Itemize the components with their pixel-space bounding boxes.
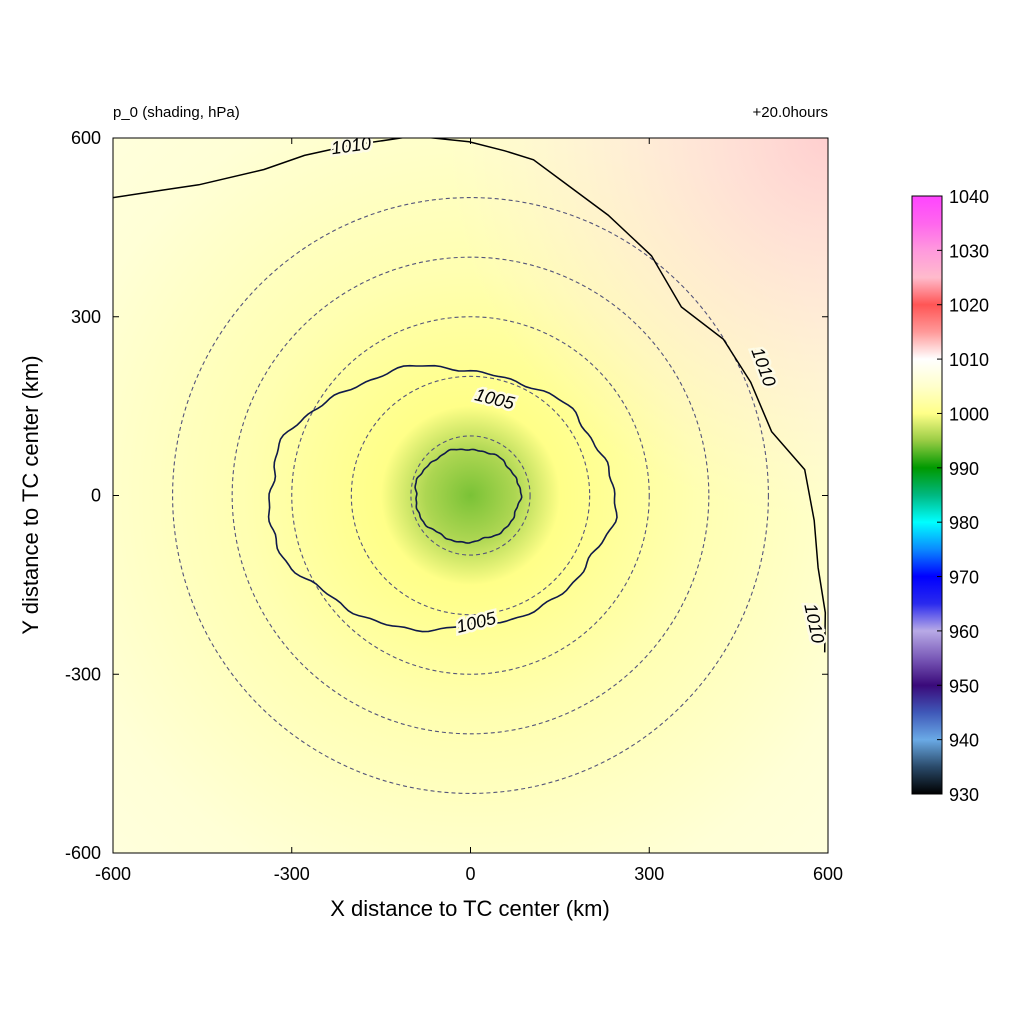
radius-circle-500km (172, 197, 769, 794)
colorbar-tick-label: 970 (949, 568, 979, 588)
radius-circle-200km (350, 375, 591, 616)
colorbar-tick-label: 1010 (949, 350, 989, 370)
colorbar-tick-label: 1020 (949, 296, 989, 316)
title-right: +20.0hours (753, 104, 828, 121)
colorbar-tick-label: 940 (949, 731, 979, 751)
colorbar: 930 940 950 960 970 980 990 1000 1010 1020 1030 104… (911, 187, 989, 805)
colorbar-tick-label: 980 (949, 513, 979, 533)
x-tick-label: -600 (95, 864, 131, 884)
colorbar-tick-label: 960 (949, 622, 979, 642)
x-tick-label: 600 (813, 864, 843, 884)
colorbar-tick-label: 930 (949, 785, 979, 805)
colorbar-scale (911, 195, 943, 795)
radius-circle-300km (291, 316, 650, 675)
radius-circle-400km (231, 256, 710, 735)
y-tick-label: 600 (71, 128, 101, 148)
colorbar-tick-label: 990 (949, 459, 979, 479)
x-axis-label: X distance to TC center (km) (330, 896, 610, 921)
contour-1000 (414, 448, 523, 544)
y-tick-label: -300 (65, 664, 101, 684)
high-pressure-shading (113, 138, 828, 853)
colorbar-tick-label: 1040 (949, 187, 989, 207)
y-tick-label: 0 (91, 486, 101, 506)
axes: -600 -300 0 300 600 -600 -300 0 300 600 (65, 128, 843, 884)
colorbar-tick-label: 950 (949, 676, 979, 696)
colorbar-tick-label: 1000 (949, 404, 989, 424)
colorbar-tick-label: 1030 (949, 241, 989, 261)
contour-1010 (113, 138, 827, 653)
dashed-radius-circles (172, 197, 769, 794)
title-left: p_0 (shading, hPa) (113, 104, 240, 121)
contour-1005 (267, 364, 618, 633)
y-axis-label: Y distance to TC center (km) (18, 355, 43, 634)
x-tick-label: -300 (274, 864, 310, 884)
y-tick-label: 300 (71, 307, 101, 327)
x-tick-label: 300 (634, 864, 664, 884)
x-tick-label: 0 (465, 864, 475, 884)
radius-circle-100km (410, 435, 531, 556)
y-tick-label: -600 (65, 843, 101, 863)
